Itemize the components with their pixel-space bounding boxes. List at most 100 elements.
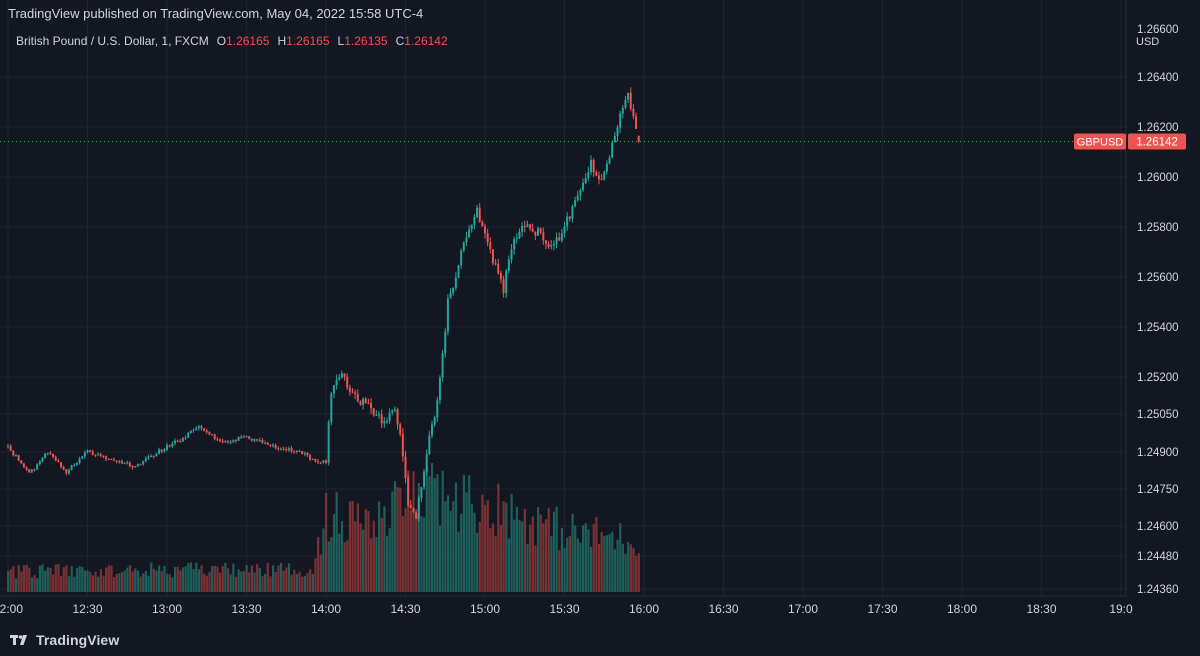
candle-body <box>340 373 343 378</box>
candle-body <box>491 249 494 264</box>
candle-body <box>544 240 547 245</box>
candle-body <box>319 462 322 464</box>
candle-body <box>128 462 131 467</box>
time-tick-label: 19:0 <box>1109 602 1133 616</box>
volume-bar <box>274 571 277 592</box>
candle-body <box>470 224 473 230</box>
candle-body <box>118 461 121 463</box>
volume-bar <box>256 564 259 592</box>
candle-body <box>293 451 296 453</box>
candle-body <box>30 469 33 473</box>
volume-bar <box>46 567 49 592</box>
volume-bar <box>139 576 142 592</box>
volume-bar <box>555 506 558 592</box>
candle-body <box>425 453 428 472</box>
candle-body <box>67 469 70 474</box>
volume-bar <box>600 532 603 592</box>
volume-bar <box>494 535 497 592</box>
grid-lines <box>0 0 1126 596</box>
candle-body <box>513 239 516 250</box>
candle-body <box>465 237 468 243</box>
candle-body <box>383 421 386 424</box>
volume-bar <box>171 577 174 592</box>
candle-body <box>372 408 375 416</box>
candle-body <box>346 376 349 388</box>
volume-bar <box>539 514 542 592</box>
open-value: 1.26165 <box>226 34 270 48</box>
candle-body <box>176 440 179 442</box>
price-tag-value: 1.26142 <box>1136 137 1178 149</box>
candle-body <box>155 453 158 457</box>
volume-bar <box>438 525 442 592</box>
volume-bar <box>99 568 102 592</box>
candle-body <box>597 175 600 180</box>
volume-bar <box>176 566 179 592</box>
candle-body <box>173 440 176 444</box>
candle-body <box>306 452 309 456</box>
volume-bar <box>359 523 362 592</box>
candle-body <box>375 414 378 416</box>
volume-bar <box>295 574 299 592</box>
currency-label: USD <box>1136 36 1160 48</box>
candle-body <box>592 159 595 173</box>
candle-body <box>457 265 460 278</box>
candle-body <box>150 455 153 457</box>
candle-body <box>314 458 317 462</box>
volume-bar <box>20 571 23 592</box>
candle-body <box>120 461 123 464</box>
candle-body <box>97 454 100 456</box>
volume-bar <box>436 474 439 592</box>
candle-body <box>590 159 592 173</box>
volume-bar <box>420 516 423 592</box>
candle-body <box>290 448 293 452</box>
candle-body <box>330 393 333 423</box>
volume-bar <box>587 529 590 592</box>
candle-body <box>348 387 351 392</box>
volume-bar <box>597 543 601 592</box>
volume-bar <box>128 565 132 592</box>
volume-bar <box>158 565 161 592</box>
volume-bar <box>367 511 370 592</box>
candle-body <box>327 422 330 463</box>
volume-bar <box>213 565 216 592</box>
candle-body <box>468 229 471 238</box>
volume-bar <box>298 571 301 592</box>
volume-bar <box>595 517 598 592</box>
volume-bar <box>579 542 582 592</box>
candle-body <box>603 171 606 180</box>
candle-body <box>287 448 290 451</box>
volume-bar <box>465 492 468 592</box>
time-tick-label: 12:00 <box>0 602 23 616</box>
candle-body <box>600 179 603 181</box>
candle-body <box>17 455 20 461</box>
time-tick-label: 16:30 <box>708 602 738 616</box>
volume-bar <box>211 566 214 592</box>
price-tick-label: 1.25400 <box>1137 322 1179 334</box>
candle-body <box>253 439 256 441</box>
candle-body <box>44 453 47 458</box>
tradingview-footer[interactable]: TradingView <box>10 630 119 650</box>
candle-body <box>391 410 394 413</box>
volume-bar <box>404 508 407 592</box>
volume-bar <box>306 572 309 592</box>
candle-body <box>166 445 168 450</box>
volume-bar <box>131 571 134 592</box>
candle-body <box>322 460 325 463</box>
candle-body <box>89 450 92 452</box>
candle-body <box>224 440 227 442</box>
candle-body <box>515 238 518 240</box>
volume-bar <box>290 575 293 592</box>
candle-body <box>269 444 272 446</box>
tradingview-logo-icon <box>10 635 27 645</box>
candle-body <box>295 450 298 452</box>
candle-body <box>110 458 113 460</box>
candle-body <box>163 449 166 452</box>
volume-bar <box>401 516 405 592</box>
volume-bar <box>378 501 381 592</box>
candle-body <box>338 377 341 380</box>
candle-body <box>41 457 44 462</box>
volume-bar <box>245 565 248 592</box>
volume-bar <box>412 471 415 592</box>
candle-body <box>81 456 84 459</box>
